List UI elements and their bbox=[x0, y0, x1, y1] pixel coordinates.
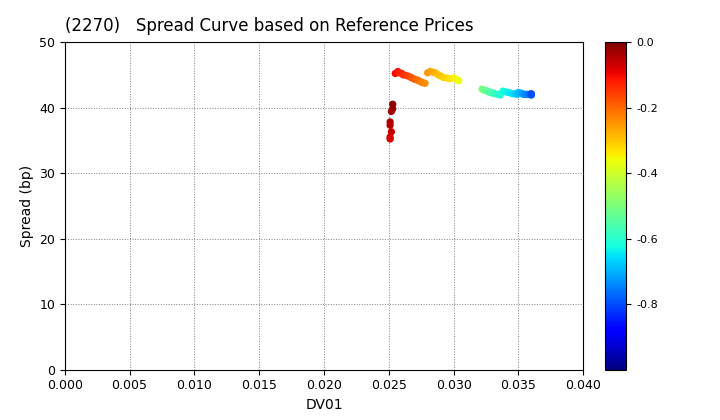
Point bbox=[400, 72, 411, 79]
Point bbox=[505, 90, 516, 97]
Point bbox=[484, 89, 495, 96]
Point bbox=[384, 118, 396, 125]
Point bbox=[492, 91, 503, 98]
Point bbox=[508, 90, 519, 97]
Point bbox=[524, 91, 536, 98]
Point bbox=[480, 87, 492, 94]
Point bbox=[438, 74, 449, 81]
Point bbox=[526, 90, 537, 97]
Point bbox=[493, 91, 505, 98]
Point bbox=[518, 91, 529, 98]
Point bbox=[511, 91, 523, 98]
Point bbox=[419, 80, 431, 87]
Point bbox=[387, 101, 398, 108]
Point bbox=[384, 122, 396, 129]
Point bbox=[432, 71, 444, 78]
Point bbox=[477, 86, 488, 92]
Point bbox=[387, 105, 398, 112]
Point bbox=[393, 69, 405, 76]
Point bbox=[448, 75, 459, 81]
Point bbox=[483, 89, 495, 95]
Point bbox=[477, 87, 489, 93]
Point bbox=[441, 75, 453, 81]
Point bbox=[523, 91, 535, 98]
Point bbox=[525, 91, 536, 98]
Point bbox=[490, 90, 501, 97]
Point bbox=[516, 90, 528, 97]
Point bbox=[422, 69, 433, 76]
Point bbox=[488, 90, 500, 97]
Point bbox=[390, 70, 401, 77]
Point bbox=[495, 92, 506, 98]
Point bbox=[405, 74, 417, 81]
Point bbox=[427, 69, 438, 76]
Point bbox=[435, 73, 446, 79]
Point bbox=[415, 79, 427, 85]
Point bbox=[500, 89, 511, 95]
Point bbox=[397, 71, 409, 78]
Point bbox=[384, 134, 396, 140]
Point bbox=[425, 68, 436, 75]
Point bbox=[444, 75, 456, 82]
Y-axis label: Spread (bp): Spread (bp) bbox=[19, 165, 34, 247]
Point bbox=[392, 68, 404, 75]
Point bbox=[526, 92, 537, 98]
Text: (2270)   Spread Curve based on Reference Prices: (2270) Spread Curve based on Reference P… bbox=[65, 17, 474, 35]
Point bbox=[430, 69, 441, 76]
Point bbox=[402, 73, 414, 79]
Point bbox=[482, 88, 493, 94]
Point bbox=[412, 76, 423, 83]
Point bbox=[451, 76, 462, 83]
X-axis label: DV01: DV01 bbox=[305, 398, 343, 412]
Point bbox=[522, 91, 534, 98]
Point bbox=[497, 88, 508, 94]
Point bbox=[516, 90, 527, 97]
Point bbox=[409, 76, 420, 83]
Point bbox=[396, 70, 408, 77]
Point bbox=[503, 89, 514, 96]
Point bbox=[386, 129, 397, 135]
Point bbox=[519, 91, 531, 98]
Point bbox=[413, 77, 424, 84]
Point bbox=[513, 89, 524, 96]
Point bbox=[510, 90, 521, 97]
Point bbox=[386, 108, 397, 115]
Point bbox=[487, 90, 498, 97]
Point bbox=[417, 79, 428, 86]
Point bbox=[384, 136, 396, 142]
Point bbox=[453, 77, 464, 84]
Point bbox=[521, 91, 532, 98]
Point bbox=[406, 75, 418, 81]
